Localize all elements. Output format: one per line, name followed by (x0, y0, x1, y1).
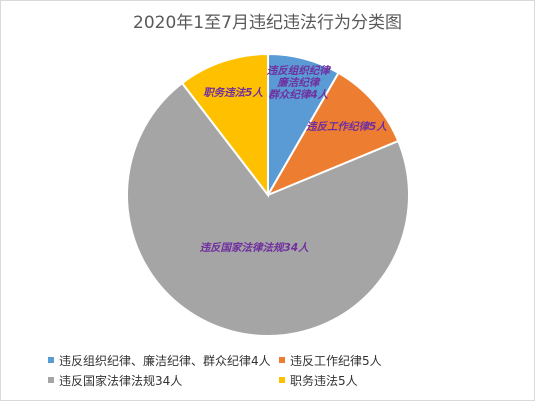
legend-label: 职务违法5人 (290, 374, 358, 388)
pie-data-labels: 违反组织纪律廉洁纪律群众纪律4人违反工作纪律5人违反国家法律法规34人职务违法5… (200, 64, 388, 254)
legend-label: 违反组织纪律、廉洁纪律、群众纪律4人 (59, 354, 271, 368)
pie-data-label: 违反组织纪律廉洁纪律群众纪律4人 (267, 64, 331, 101)
legend-item-duty-violation: 职务违法5人 (279, 372, 358, 389)
legend-swatch (48, 357, 54, 363)
pie-data-label: 违反工作纪律5人 (306, 120, 387, 133)
legend-label: 违反国家法律法规34人 (59, 374, 183, 388)
legend-label: 违反工作纪律5人 (290, 354, 382, 368)
legend-swatch (48, 377, 54, 383)
pie-data-label: 违反国家法律法规34人 (200, 241, 310, 254)
legend-swatch (279, 357, 285, 363)
legend-swatch (279, 377, 285, 383)
legend-item-national-law: 违反国家法律法规34人 (48, 372, 182, 389)
legend-item-org-discipline: 违反组织纪律、廉洁纪律、群众纪律4人 (48, 352, 271, 369)
pie-slice-work-discipline (265, 71, 400, 198)
pie-slice-duty-violation (180, 52, 269, 198)
legend-item-work-discipline: 违反工作纪律5人 (279, 352, 382, 369)
pie-data-label: 职务违法5人 (203, 86, 263, 99)
pie-slice-national-law (126, 81, 410, 337)
pie-slices (126, 52, 410, 337)
chart-title: 2020年1至7月违纪违法行为分类图 (133, 13, 402, 33)
